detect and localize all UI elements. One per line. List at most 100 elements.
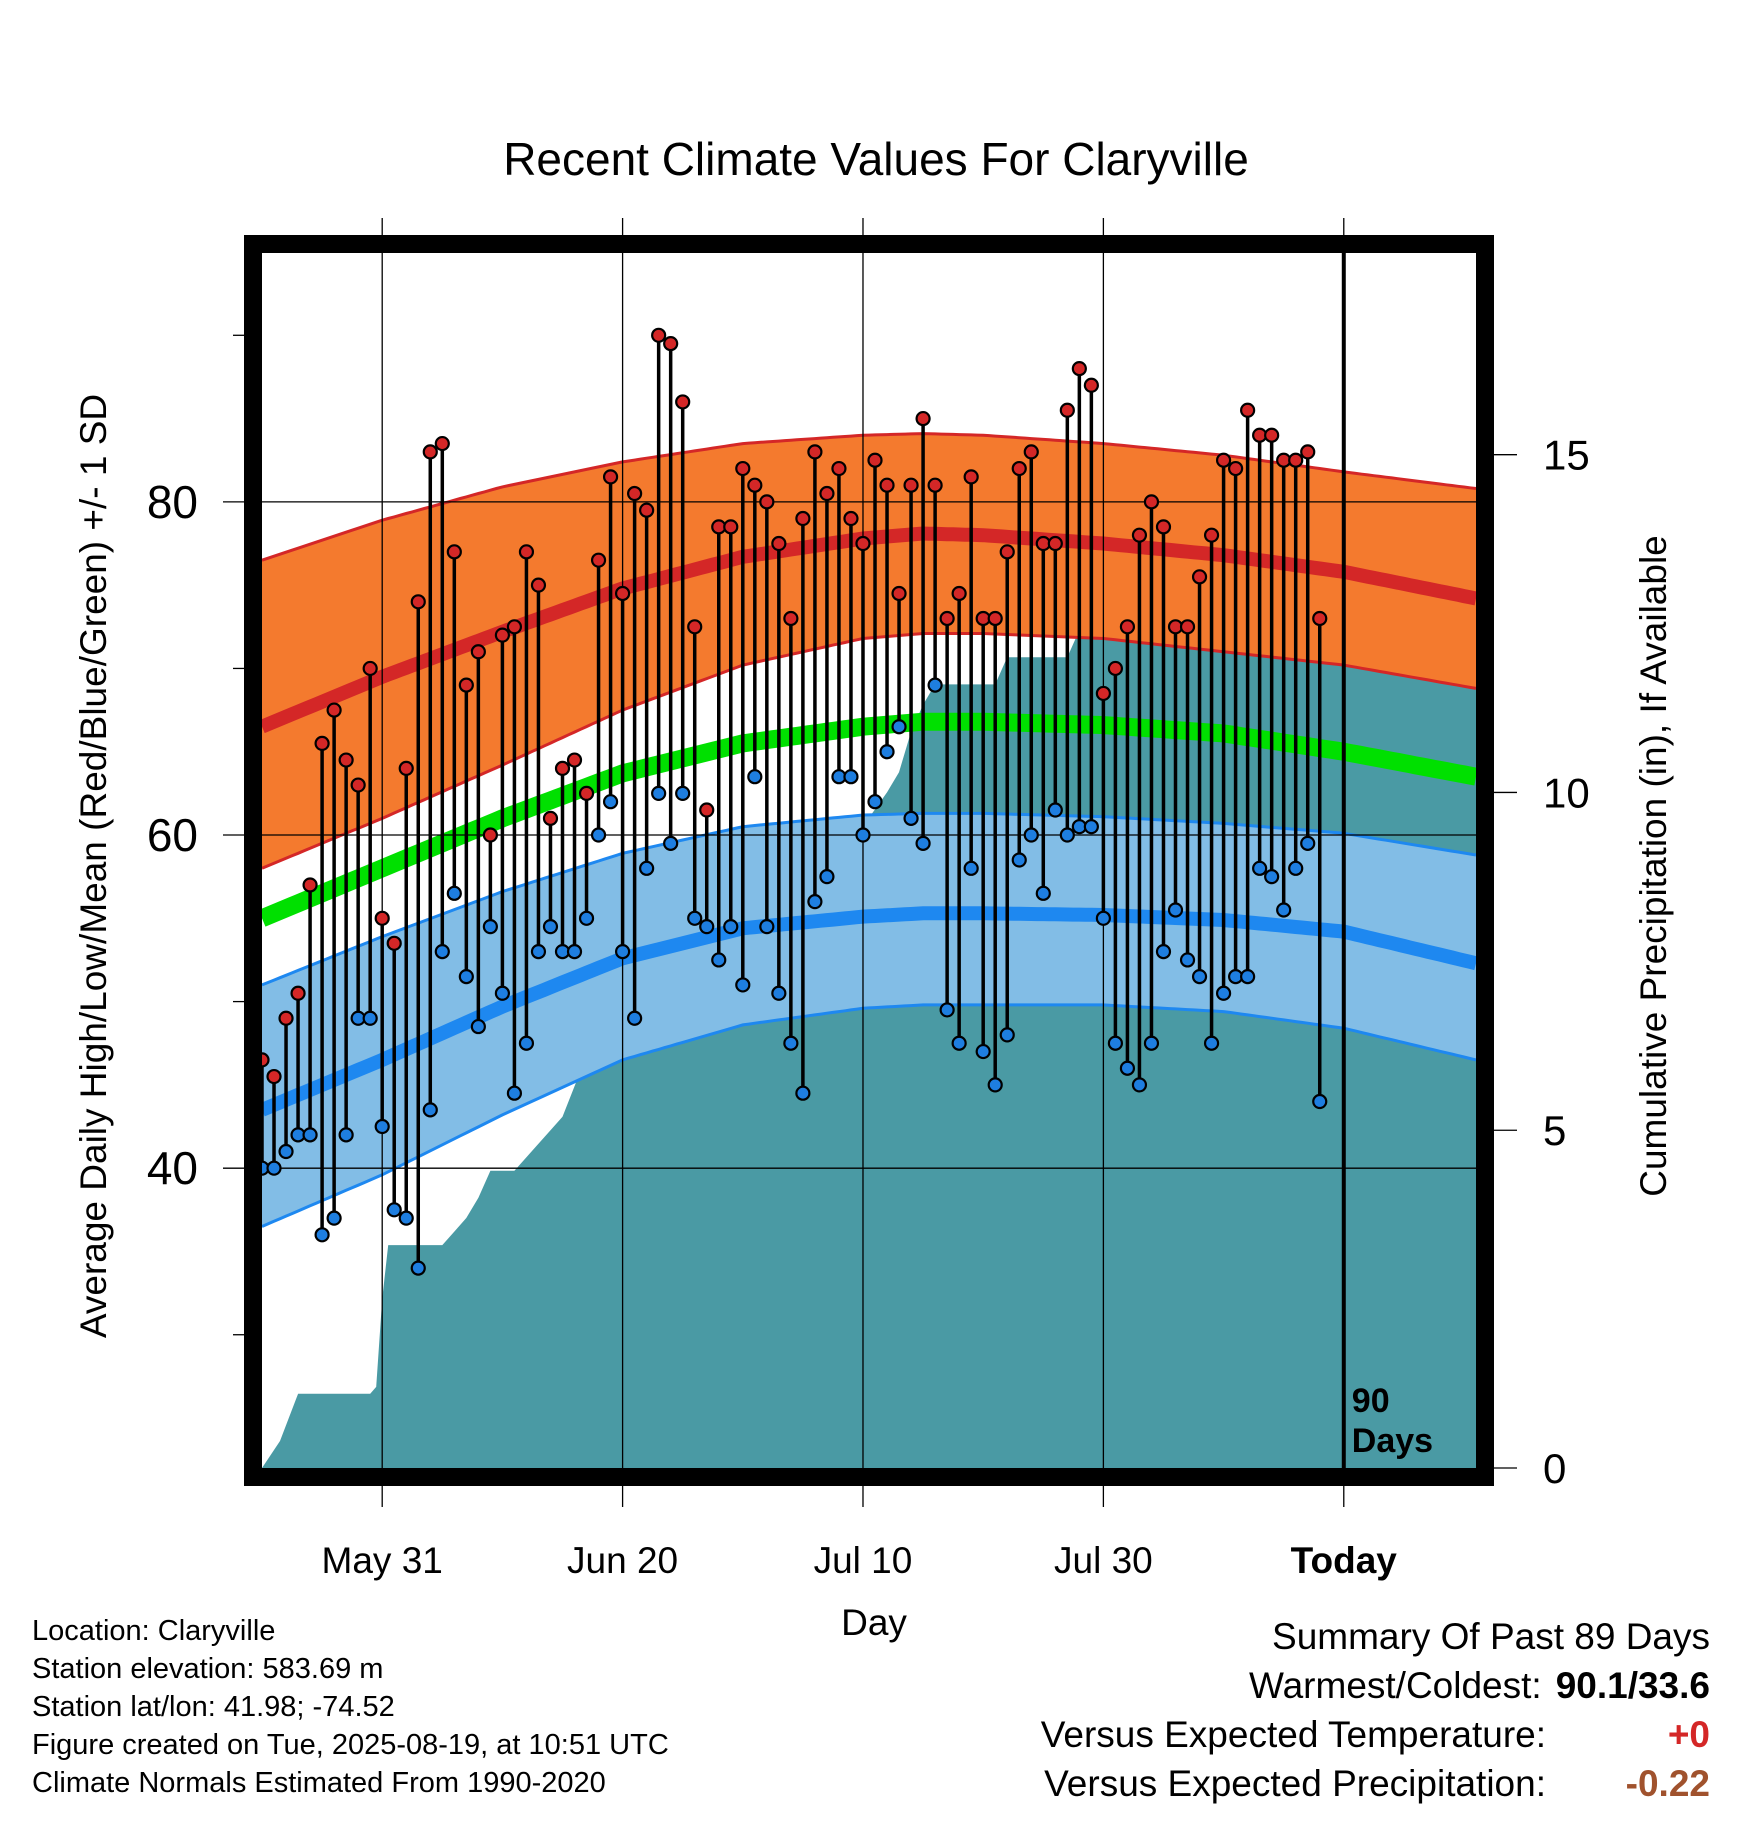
daily-low-point — [855, 827, 871, 843]
daily-high-point — [1083, 377, 1099, 393]
daily-high-point — [1179, 619, 1196, 635]
daily-low-point — [410, 1260, 426, 1276]
daily-high-point — [290, 985, 306, 1001]
daily-high-point — [386, 935, 402, 951]
daily-high-point — [1191, 569, 1208, 585]
x-tick-label: May 31 — [322, 1540, 443, 1581]
daily-low-point — [663, 835, 679, 851]
daily-high-point — [1264, 427, 1280, 443]
x-tick-label: Jun 20 — [567, 1540, 678, 1581]
daily-high-point — [494, 627, 510, 643]
daily-high-point — [843, 510, 859, 527]
precip-departure-value: -0.22 — [1625, 1763, 1710, 1804]
daily-high-point — [627, 485, 643, 502]
daily-low-point — [458, 969, 474, 985]
daily-high-point — [446, 544, 462, 560]
daily-high-point — [422, 444, 438, 460]
daily-low-point — [1264, 869, 1280, 885]
left-y-tick-label: 80 — [147, 476, 198, 528]
daily-high-point — [458, 677, 474, 693]
daily-low-point — [314, 1227, 330, 1243]
daily-high-point — [530, 577, 547, 593]
daily-high-point — [819, 485, 835, 502]
location-text: Location: Claryville — [32, 1615, 276, 1647]
daily-low-point — [1035, 885, 1051, 901]
daily-low-point — [927, 677, 943, 693]
daily-low-point — [1047, 802, 1063, 818]
daily-low-point — [843, 769, 859, 785]
daily-high-point — [326, 702, 342, 718]
daily-low-point — [518, 1035, 535, 1051]
daily-high-point — [434, 435, 450, 452]
latlon-text: Station lat/lon: 41.98; -74.52 — [32, 1691, 395, 1723]
x-axis-label: Day — [841, 1602, 907, 1643]
daily-low-point — [386, 1202, 402, 1218]
daily-high-point — [1203, 527, 1220, 543]
daily-high-point — [314, 735, 330, 751]
daily-high-point — [651, 327, 667, 343]
daily-low-point — [735, 977, 751, 993]
daily-low-point — [1288, 860, 1304, 876]
summary-title: Summary Of Past 89 Days — [1272, 1616, 1710, 1657]
daily-low-point — [1276, 902, 1292, 918]
normal-low-line — [259, 906, 1478, 1117]
left-y-axis-label: Average Daily High/Low/Mean (Red/Blue/Gr… — [73, 394, 114, 1338]
daily-low-point — [542, 919, 559, 935]
daily-low-point — [891, 719, 907, 735]
daily-low-point — [1179, 952, 1196, 968]
daily-low-point — [482, 919, 498, 935]
daily-high-point — [1047, 535, 1063, 552]
daily-high-point — [1215, 452, 1232, 468]
daily-high-point — [735, 460, 751, 477]
daily-low-point — [1095, 910, 1111, 926]
daily-low-point — [867, 794, 883, 810]
daily-high-point — [554, 760, 571, 776]
daily-low-point — [422, 1102, 438, 1118]
daily-low-point — [975, 1043, 991, 1060]
elevation-text: Station elevation: 583.69 m — [32, 1653, 384, 1685]
daily-high-point — [999, 544, 1015, 560]
daily-low-point — [819, 869, 835, 885]
daily-low-point — [783, 1035, 799, 1051]
daily-high-point — [470, 644, 486, 660]
daily-low-point — [1191, 969, 1208, 985]
daily-high-point — [915, 410, 931, 427]
daily-high-point — [723, 519, 739, 535]
daily-high-point — [663, 336, 679, 352]
daily-low-point — [278, 1143, 294, 1160]
daily-low-point — [506, 1085, 523, 1101]
daily-high-point — [927, 477, 943, 493]
daily-high-point — [1131, 527, 1148, 543]
daily-high-point — [759, 494, 775, 510]
daily-low-point — [747, 769, 763, 785]
daily-high-point — [699, 802, 715, 818]
daily-high-point — [482, 827, 498, 843]
daily-low-point — [915, 835, 931, 851]
daily-high-point — [675, 394, 691, 410]
daily-high-point — [566, 752, 583, 768]
daily-high-point — [614, 585, 631, 602]
daily-low-point — [614, 944, 631, 960]
daily-high-point — [1240, 402, 1256, 418]
daily-low-point — [578, 910, 595, 926]
daily-low-point — [1107, 1035, 1124, 1051]
daily-high-point — [398, 760, 414, 776]
daily-high-point — [783, 610, 799, 627]
daily-low-point — [675, 785, 691, 801]
daily-low-point — [879, 744, 895, 760]
daily-low-point — [639, 860, 655, 876]
daily-high-point — [771, 535, 787, 552]
plot-frame — [244, 235, 1494, 1486]
warmest-coldest-value: 90.1/33.6 — [1555, 1665, 1710, 1706]
daily-low-point — [1143, 1035, 1160, 1051]
daily-low-point — [651, 785, 667, 801]
daily-low-point — [807, 894, 823, 910]
created-text: Figure created on Tue, 2025-08-19, at 10… — [32, 1729, 669, 1761]
daily-low-point — [398, 1210, 414, 1226]
daily-high-point — [278, 1010, 294, 1026]
normal-low-lower-edge — [261, 1003, 1477, 1228]
normals-period-text: Climate Normals Estimated From 1990-2020 — [32, 1767, 606, 1799]
daily-low-point — [302, 1127, 318, 1143]
daily-low-point — [1240, 969, 1256, 985]
